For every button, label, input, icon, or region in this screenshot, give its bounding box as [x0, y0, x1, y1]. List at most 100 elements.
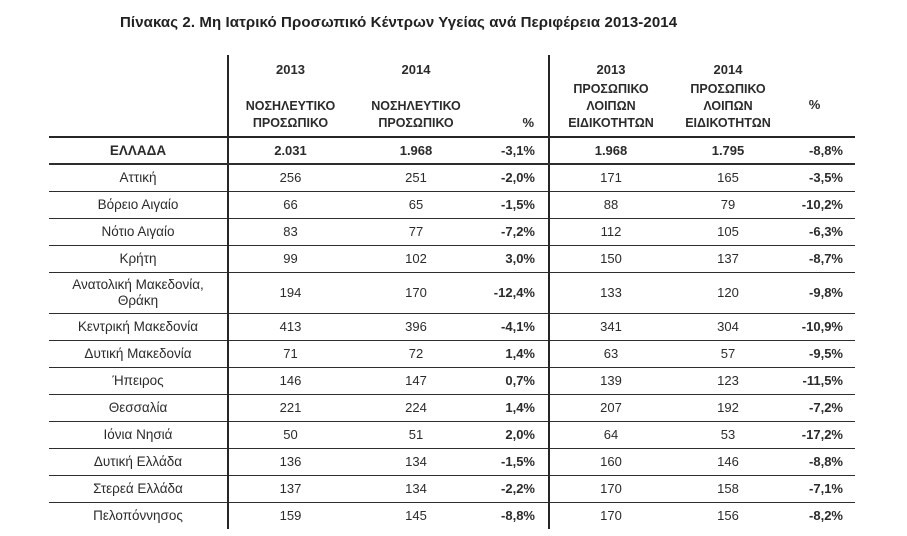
nursing-percent-cell: -3,1%	[480, 137, 550, 165]
other-2013-cell: 112	[549, 218, 672, 246]
nursing-2014-cell: 147	[352, 367, 480, 395]
table-row: Ιόνια Νησιά 50 51 2,0% 64 53 -17,2%	[49, 421, 855, 449]
nursing-2013-cell: 146	[228, 367, 352, 395]
other-2014-cell: 57	[672, 340, 784, 368]
region-name-cell: Ανατολική Μακεδονία, Θράκη	[49, 272, 229, 314]
other-2014-cell: 146	[672, 448, 784, 476]
nursing-percent-cell: -1,5%	[480, 448, 550, 476]
nursing-staff-label: ΝΟΣΗΛΕΥΤΙΚΟ ΠΡΟΣΩΠΙΚΟ	[371, 99, 461, 130]
nursing-percent-cell: -1,5%	[480, 191, 550, 219]
other-2014-header: 2014 ΠΡΟΣΩΠΙΚΟ ΛΟΙΠΩΝ ΕΙΔΙΚΟΤΗΤΩΝ	[672, 55, 784, 138]
other-2014-cell: 123	[672, 367, 784, 395]
nursing-percent-cell: -2,0%	[480, 164, 550, 192]
other-percent-cell: -7,2%	[784, 394, 855, 422]
nursing-percent-header: %	[480, 55, 550, 138]
other-2014-cell: 156	[717, 507, 739, 523]
other-2013-cell: 64	[549, 421, 672, 449]
table-row: Πελοπόννησος 159 145 -8,8% 170 156 -8,2%	[49, 502, 855, 529]
other-2013-cell: 160	[549, 448, 672, 476]
percent-label: %	[522, 115, 534, 130]
nursing-percent-cell: 1,4%	[480, 340, 550, 368]
other-percent-cell: -8,8%	[784, 448, 855, 476]
region-name-cell: Στερεά Ελλάδα	[49, 475, 229, 503]
table-row: Στερεά Ελλάδα 137 134 -2,2% 170 158 -7,1…	[49, 475, 855, 503]
nursing-percent-cell: -2,2%	[480, 475, 550, 503]
nursing-2013-cell: 159	[279, 507, 302, 523]
nursing-2014-cell: 396	[352, 313, 480, 341]
nursing-2013-cell: 221	[228, 394, 352, 422]
table-row: Ήπειρος 146 147 0,7% 139 123 -11,5%	[49, 367, 855, 395]
year-label: 2013	[596, 62, 626, 77]
other-percent-cell: -8,8%	[784, 137, 855, 165]
nursing-2013-cell: 136	[228, 448, 352, 476]
nursing-2014-cell: 134	[352, 475, 480, 503]
table-row: Ανατολική Μακεδονία, Θράκη 194 170 -12,4…	[49, 272, 855, 314]
nursing-2014-cell: 77	[352, 218, 480, 246]
other-staff-label: ΠΡΟΣΩΠΙΚΟ ΛΟΙΠΩΝ ΕΙΔΙΚΟΤΗΤΩΝ	[685, 82, 771, 130]
nursing-2013-cell: 2.031	[228, 137, 352, 165]
other-2013-cell: 207	[549, 394, 672, 422]
nursing-2013-cell: 137	[228, 475, 352, 503]
other-2014-cell: 1.795	[672, 137, 784, 165]
other-2014-cell: 192	[672, 394, 784, 422]
nursing-2013-cell: 66	[228, 191, 352, 219]
other-2013-cell: 170	[549, 475, 672, 503]
other-2013-cell: 133	[549, 272, 672, 314]
table-row: Αττική 256 251 -2,0% 171 165 -3,5%	[49, 164, 855, 192]
other-2014-cell: 304	[672, 313, 784, 341]
nursing-2013-cell: 99	[228, 245, 352, 273]
region-name-cell: Πελοπόννησος	[49, 502, 229, 529]
nursing-2014-cell: 134	[352, 448, 480, 476]
nursing-percent-cell: 3,0%	[480, 245, 550, 273]
nursing-2014-cell: 170	[352, 272, 480, 314]
other-percent-cell: -3,5%	[784, 164, 855, 192]
nursing-2013-cell: 83	[228, 218, 352, 246]
table-row: Κρήτη 99 102 3,0% 150 137 -8,7%	[49, 245, 855, 273]
other-2013-cell: 171	[549, 164, 672, 192]
year-label: 2013	[276, 62, 305, 77]
other-2013-cell: 170	[600, 507, 622, 523]
nursing-percent-cell: 2,0%	[480, 421, 550, 449]
table-body: ΕΛΛΑΔΑ 2.031 1.968 -3,1% 1.968 1.795 -8,…	[49, 137, 855, 529]
other-staff-label: ΠΡΟΣΩΠΙΚΟ ΛΟΙΠΩΝ ΕΙΔΙΚΟΤΗΤΩΝ	[568, 82, 654, 130]
region-name-cell: Κρήτη	[49, 245, 229, 273]
other-percent-cell: -8,2%	[809, 507, 843, 523]
other-percent-cell: -17,2%	[784, 421, 855, 449]
nursing-2014-cell: 102	[352, 245, 480, 273]
other-2013-cell: 150	[549, 245, 672, 273]
other-2013-cell: 139	[549, 367, 672, 395]
region-name-cell: Κεντρική Μακεδονία	[49, 313, 229, 341]
other-percent-cell: -11,5%	[784, 367, 855, 395]
nursing-2013-header: 2013 ΝΟΣΗΛΕΥΤΙΚΟ ΠΡΟΣΩΠΙΚΟ	[228, 55, 352, 138]
nursing-2014-cell: 251	[352, 164, 480, 192]
nursing-percent-cell: 0,7%	[480, 367, 550, 395]
other-percent-cell: -10,2%	[784, 191, 855, 219]
other-2014-cell: 79	[672, 191, 784, 219]
nursing-percent-cell: -12,4%	[480, 272, 550, 314]
other-2013-header: 2013 ΠΡΟΣΩΠΙΚΟ ΛΟΙΠΩΝ ΕΙΔΙΚΟΤΗΤΩΝ	[549, 55, 672, 138]
other-2014-cell: 158	[672, 475, 784, 503]
nursing-2014-cell: 1.968	[352, 137, 480, 165]
table-row: Βόρειο Αιγαίο 66 65 -1,5% 88 79 -10,2%	[49, 191, 855, 219]
percent-label: %	[808, 97, 821, 112]
nursing-2013-cell: 194	[228, 272, 352, 314]
other-2013-cell: 88	[549, 191, 672, 219]
year-label: 2014	[713, 62, 743, 77]
nursing-2014-header: 2014 ΝΟΣΗΛΕΥΤΙΚΟ ΠΡΟΣΩΠΙΚΟ	[352, 55, 480, 138]
table-row: Κεντρική Μακεδονία 413 396 -4,1% 341 304…	[49, 313, 855, 341]
nursing-2013-cell: 256	[228, 164, 352, 192]
other-2013-cell: 63	[549, 340, 672, 368]
region-name-cell: Δυτική Ελλάδα	[49, 448, 229, 476]
nursing-2014-cell: 65	[352, 191, 480, 219]
other-2014-cell: 105	[672, 218, 784, 246]
region-name-cell: Ήπειρος	[49, 367, 229, 395]
table-row: Δυτική Ελλάδα 136 134 -1,5% 160 146 -8,8…	[49, 448, 855, 476]
table-row: ΕΛΛΑΔΑ 2.031 1.968 -3,1% 1.968 1.795 -8,…	[49, 137, 855, 165]
other-2014-cell: 137	[672, 245, 784, 273]
other-2014-cell: 120	[672, 272, 784, 314]
nursing-percent-cell: 1,4%	[480, 394, 550, 422]
region-name-cell: Δυτική Μακεδονία	[49, 340, 229, 368]
other-percent-cell: -7,1%	[784, 475, 855, 503]
region-name-cell: ΕΛΛΑΔΑ	[49, 137, 229, 165]
nursing-2013-cell: 50	[228, 421, 352, 449]
